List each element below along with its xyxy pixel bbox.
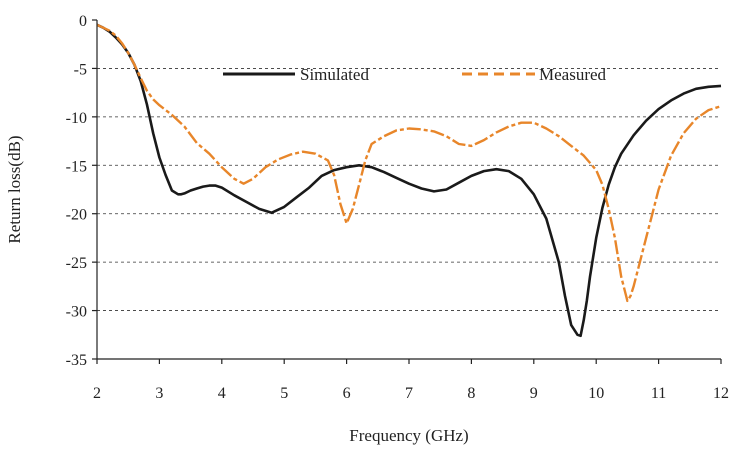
x-axis-ticks: 2 3 4 5 6 7 8 9 10 11 12 xyxy=(93,359,729,402)
y-tick-label: -10 xyxy=(66,110,87,127)
y-tick-label: -35 xyxy=(66,352,87,369)
x-tick-label: 6 xyxy=(343,385,351,402)
y-axis-title: Return loss(dB) xyxy=(5,135,24,243)
x-tick-label: 9 xyxy=(530,385,538,402)
x-tick-label: 10 xyxy=(588,385,604,402)
x-tick-label: 4 xyxy=(218,385,226,402)
series-line-simulated xyxy=(96,23,722,338)
y-tick-label: -5 xyxy=(74,61,87,78)
x-tick-label: 7 xyxy=(405,385,413,402)
grid-lines xyxy=(97,68,721,311)
series-lines xyxy=(96,23,722,338)
x-tick-label: 5 xyxy=(280,385,288,402)
x-tick-label: 12 xyxy=(713,385,729,402)
y-tick-label: -25 xyxy=(66,255,87,272)
y-axis-ticks: 0 -5 -10 -15 -20 -25 -30 -35 xyxy=(66,13,97,369)
x-axis-title: Frequency (GHz) xyxy=(349,426,468,445)
y-tick-label: -20 xyxy=(66,207,87,224)
series-line-measured xyxy=(96,23,722,303)
y-tick-label: -15 xyxy=(66,158,87,175)
y-tick-label: 0 xyxy=(79,13,87,30)
x-tick-label: 11 xyxy=(651,385,666,402)
x-tick-label: 8 xyxy=(467,385,475,402)
x-tick-label: 2 xyxy=(93,385,101,402)
x-tick-label: 3 xyxy=(155,385,163,402)
y-tick-label: -30 xyxy=(66,304,87,321)
legend-label-measured: Measured xyxy=(539,65,607,84)
legend: Simulated Measured xyxy=(223,65,607,84)
legend-label-simulated: Simulated xyxy=(300,65,369,84)
